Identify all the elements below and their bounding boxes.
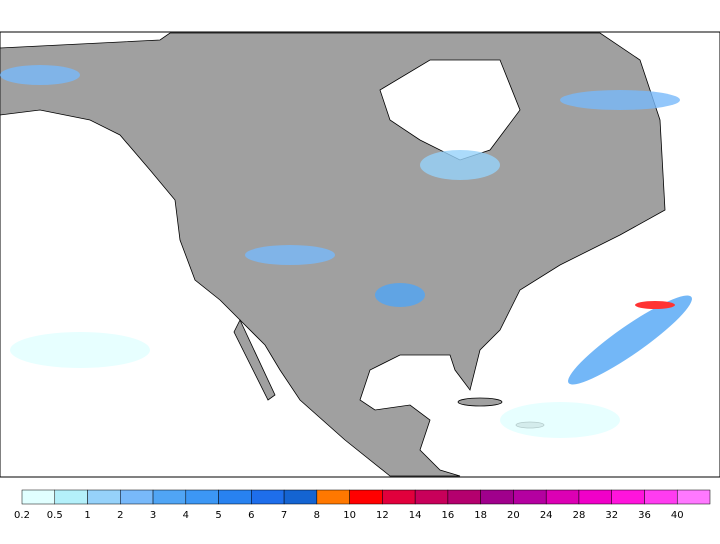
- precip-area: [560, 90, 680, 110]
- colorbar-bin: [21, 489, 56, 505]
- precip-area: [375, 283, 425, 307]
- colorbar-label: 8: [314, 510, 320, 521]
- precip-area: [0, 65, 80, 85]
- colorbar-bin: [87, 489, 121, 505]
- colorbar-bin: [185, 489, 219, 505]
- hudson-bay: [379, 59, 521, 161]
- colorbar-bin: [349, 489, 383, 505]
- colorbar: 0.2 0.5 1 2 3 4 5 6 7 8 10 12 14 16 18 20 24 28 32 36 40: [14, 489, 711, 521]
- colorbar-bin: [283, 489, 318, 505]
- baja: [233, 319, 276, 401]
- colorbar-label: 18: [474, 510, 487, 521]
- colorbar-bin: [676, 489, 711, 505]
- colorbar-label: 28: [573, 510, 586, 521]
- colorbar-bin: [578, 489, 612, 505]
- colorbar-label: 0.2: [14, 510, 30, 521]
- colorbar-label: 24: [540, 510, 553, 521]
- colorbar-label: 20: [507, 510, 520, 521]
- colorbar-label: 3: [150, 510, 156, 521]
- precip-area: [635, 301, 675, 309]
- colorbar-bin: [152, 489, 187, 505]
- colorbar-label: 4: [183, 510, 189, 521]
- colorbar-bin: [251, 489, 285, 505]
- island: [457, 397, 503, 407]
- precip: [0, 65, 692, 438]
- colorbar-bin: [611, 489, 645, 505]
- colorbar-label: 12: [376, 510, 389, 521]
- colorbar-label: 36: [638, 510, 651, 521]
- colorbar-bin: [382, 489, 416, 505]
- colorbar-bin: [644, 489, 678, 505]
- precip-area: [500, 402, 620, 438]
- precip-area: [420, 150, 500, 180]
- colorbar-bin: [316, 489, 350, 505]
- colorbar-label: 2: [117, 510, 123, 521]
- colorbar-label: 0.5: [47, 510, 63, 521]
- colorbar-label: 7: [281, 510, 287, 521]
- colorbar-bin: [414, 489, 449, 505]
- colorbar-bin: [54, 489, 88, 505]
- colorbar-label: 6: [248, 510, 254, 521]
- precip-area: [568, 295, 692, 385]
- colorbar-label: 1: [84, 510, 90, 521]
- colorbar-bin: [513, 489, 547, 505]
- colorbar-label: 10: [343, 510, 356, 521]
- colorbar-label: 16: [442, 510, 455, 521]
- colorbar-label: 5: [215, 510, 221, 521]
- colorbar-label: 32: [605, 510, 618, 521]
- colorbar-bin: [218, 489, 252, 505]
- precip-area: [245, 245, 335, 265]
- precip-area: [10, 332, 150, 368]
- colorbar-bin: [545, 489, 580, 505]
- colorbar-bin: [447, 489, 481, 505]
- colorbar-bin: [120, 489, 154, 505]
- colorbar-label: 14: [409, 510, 422, 521]
- colorbar-label: 40: [671, 510, 684, 521]
- colorbar-bin: [480, 489, 514, 505]
